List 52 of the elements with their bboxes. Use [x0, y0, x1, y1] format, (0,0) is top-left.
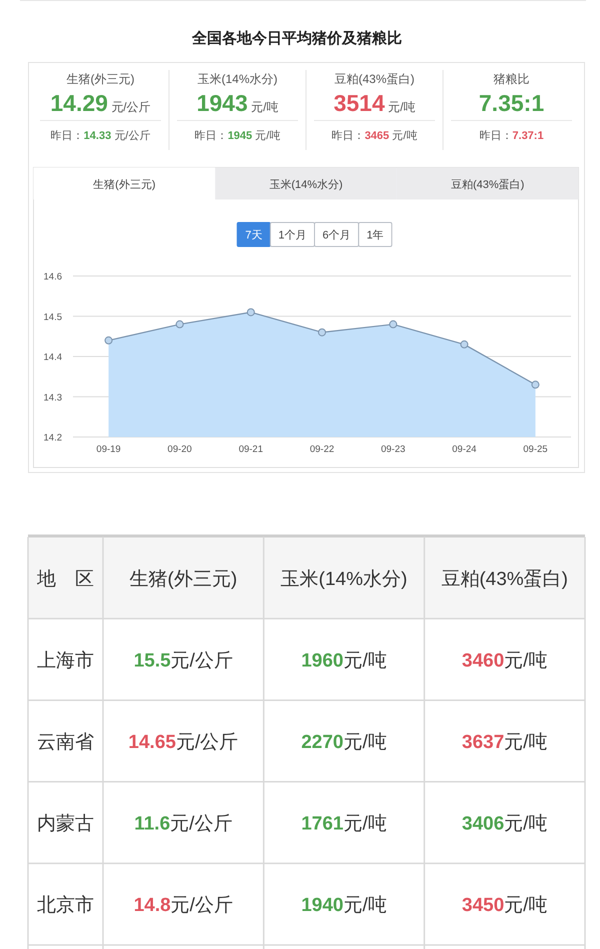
- x-tick: 09-24: [452, 444, 476, 455]
- card-label: 猪粮比: [494, 72, 530, 86]
- table-cell: 1940元/吨: [301, 895, 387, 916]
- card-yesterday: 昨日：1945 元/吨: [194, 130, 280, 142]
- row-label: 北京市: [37, 895, 94, 916]
- card-value: 3514 元/吨: [334, 90, 416, 116]
- x-tick: 09-23: [380, 444, 406, 455]
- card-label: 豆粕(43%蛋白): [334, 72, 414, 86]
- x-tick: 09-25: [523, 444, 548, 455]
- table-header: 生猪(外三元): [130, 568, 238, 590]
- card-value: 7.35:1: [478, 90, 544, 116]
- table-cell: 1960元/吨: [301, 650, 387, 672]
- card-yesterday: 昨日：3465 元/吨: [332, 130, 418, 142]
- table-header: 玉米(14%水分): [280, 568, 408, 590]
- button: 1个月: [270, 222, 315, 247]
- button: 7天: [236, 222, 271, 247]
- table-cell: 1761元/吨: [301, 814, 387, 835]
- y-tick: 14.2: [44, 432, 62, 444]
- card-yesterday: 昨日：14.33 元/公斤: [50, 130, 150, 142]
- card-yesterday: 昨日：7.37:1: [479, 130, 544, 142]
- table-cell: 15.5元/公斤: [134, 650, 233, 672]
- table-header: 地 区: [37, 568, 94, 590]
- y-tick: 14.4: [44, 352, 62, 363]
- tab: 豆粕(43%蛋白): [396, 168, 578, 200]
- button: 1年: [358, 222, 392, 247]
- card-value: 14.29 元/公斤: [50, 90, 151, 116]
- table-cell: 3460元/吨: [462, 650, 548, 672]
- table-cell: 14.65元/公斤: [128, 732, 238, 753]
- button: 6个月: [314, 222, 360, 247]
- row-label: 内蒙古: [37, 814, 94, 835]
- tab: 生猪(外三元): [34, 168, 216, 200]
- card-value: 1943 元/吨: [196, 90, 278, 116]
- table-header: 豆粕(43%蛋白): [441, 568, 568, 590]
- row-label: 上海市: [37, 650, 94, 672]
- tab: 玉米(14%水分): [215, 168, 397, 200]
- card-label: 生猪(外三元): [66, 72, 134, 86]
- card-label: 玉米(14%水分): [198, 72, 278, 86]
- y-tick: 14.6: [44, 272, 62, 282]
- table-cell: 3637元/吨: [462, 732, 548, 753]
- table-cell: 3450元/吨: [462, 895, 548, 916]
- x-tick: 09-20: [168, 444, 192, 455]
- row-label: 云南省: [37, 732, 94, 753]
- table-cell: 3406元/吨: [462, 814, 548, 835]
- title: 全国各地今日平均猪价及猪粮比: [192, 30, 402, 47]
- table-cell: 14.8元/公斤: [134, 895, 233, 916]
- x-tick: 09-22: [310, 444, 334, 455]
- x-tick: 09-21: [238, 444, 264, 455]
- y-tick: 14.5: [44, 312, 62, 323]
- table-cell: 2270元/吨: [301, 732, 387, 753]
- y-tick: 14.3: [44, 392, 62, 404]
- x-tick: 09-19: [96, 444, 121, 455]
- table-cell: 11.6元/公斤: [134, 814, 232, 835]
